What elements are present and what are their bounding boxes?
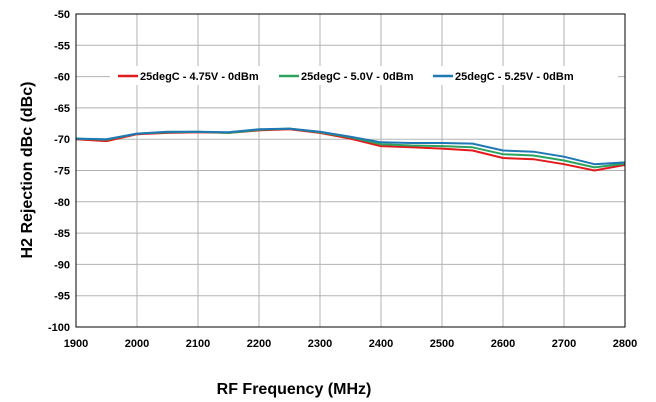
- y-axis-title: H2 Rejection dBc (dBc): [19, 82, 36, 259]
- x-tick-label: 2300: [308, 338, 332, 350]
- y-tick-label: -85: [54, 228, 70, 240]
- series-lines: [75, 127, 626, 172]
- x-tick-label: 2400: [369, 338, 393, 350]
- y-tick-label: -50: [54, 9, 70, 21]
- x-tick-label: 2700: [552, 338, 576, 350]
- legend-label-1: 25degC - 4.75V - 0dBm: [140, 71, 259, 83]
- x-tick-label: 2200: [247, 338, 271, 350]
- x-tick-label: 2100: [186, 338, 210, 350]
- y-tick-label: -75: [54, 166, 70, 178]
- y-tick-label: -60: [54, 72, 70, 84]
- legend-label-2: 25degC - 5.0V - 0dBm: [301, 71, 414, 83]
- y-tick-label: -65: [54, 103, 70, 115]
- x-tick-label: 2000: [125, 338, 149, 350]
- y-tick-label: -100: [48, 322, 70, 334]
- series-line-3: [75, 127, 626, 166]
- legend-background: [110, 66, 618, 85]
- legend-label-3: 25degC - 5.25V - 0dBm: [455, 71, 574, 83]
- x-axis-title: RF Frequency (MHz): [217, 381, 372, 398]
- y-tick-label: -90: [54, 259, 70, 271]
- y-tick-label: -95: [54, 291, 70, 303]
- x-tick-labels: 1900 2000 2100 2200 2300 2400 2500 2600 2700 2800: [64, 338, 637, 350]
- x-tick-label: 1900: [64, 338, 88, 350]
- y-tick-label: -55: [54, 40, 70, 52]
- x-tick-label: 2600: [491, 338, 515, 350]
- y-tick-labels: -50 -55 -60 -65 -70 -75 -80 -85 -90 -95 -100: [48, 9, 70, 334]
- x-tick-label: 2800: [613, 338, 637, 350]
- y-tick-label: -80: [54, 197, 70, 209]
- x-tick-label: 2500: [430, 338, 454, 350]
- legend: 25degC - 4.75V - 0dBm 25degC - 5.0V - 0dB…: [110, 66, 618, 85]
- plot-border: [75, 13, 626, 328]
- y-tick-label: -70: [54, 134, 70, 146]
